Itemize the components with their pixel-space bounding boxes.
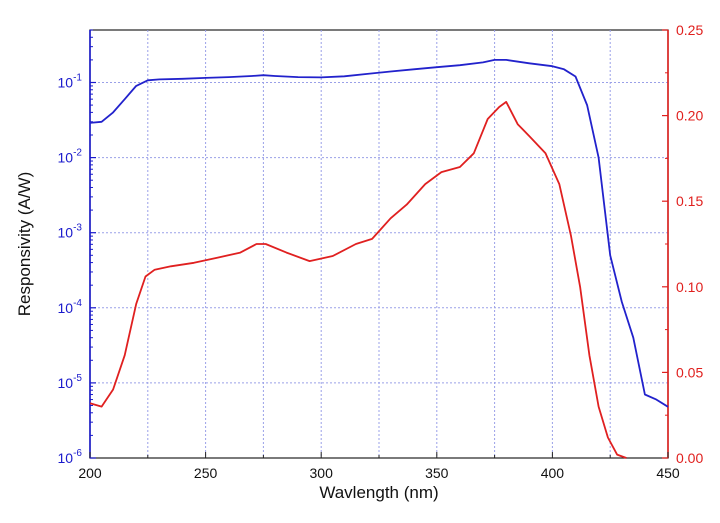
y-axis-title: Responsivity (A/W) [15,172,34,317]
y-tick-label: 10-6 [58,448,83,466]
x-tick-label: 300 [310,465,334,481]
y-tick-label: 10-2 [58,148,83,166]
y2-tick-label: 0.00 [676,450,703,466]
x-axis-title: Wavlength (nm) [319,483,438,502]
x-tick-label: 350 [425,465,449,481]
series-line-right-axis [89,101,627,459]
x-tick-label: 450 [656,465,680,481]
y2-tick-label: 0.05 [676,364,703,380]
y-tick-label: 10-4 [58,298,83,316]
x-tick-label: 400 [541,465,565,481]
y2-tick-label: 0.25 [676,22,703,38]
y-tick-label: 10-3 [58,223,83,241]
y2-tick-label: 0.20 [676,108,703,124]
y2-tick-label: 0.15 [676,193,703,209]
x-tick-label: 250 [194,465,218,481]
y2-tick-label: 0.10 [676,279,703,295]
y-tick-label: 10-5 [58,373,83,391]
series-line-left-axis [89,59,669,408]
y-tick-label: 10-1 [58,72,83,90]
x-tick-label: 200 [78,465,102,481]
